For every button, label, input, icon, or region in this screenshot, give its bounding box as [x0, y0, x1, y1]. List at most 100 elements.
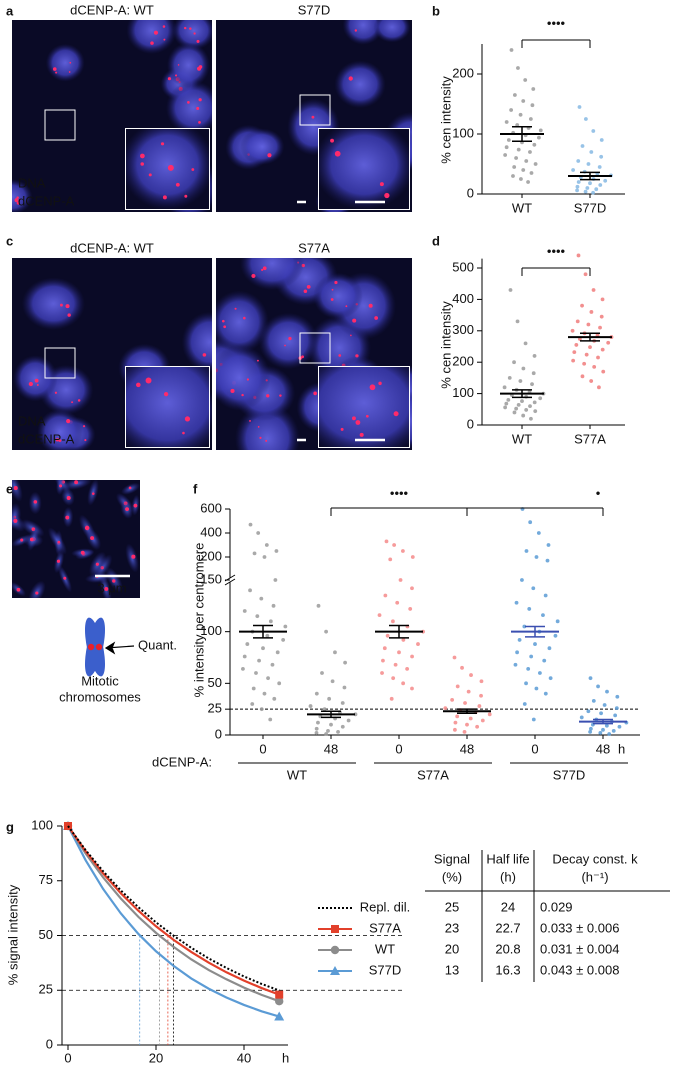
- signal: [196, 106, 200, 110]
- chromosome-spread: [86, 528, 102, 550]
- data-point: [272, 696, 277, 701]
- data-point: [526, 180, 530, 184]
- caption: chromosomes: [59, 689, 141, 704]
- data-point: [395, 600, 400, 605]
- marker: [330, 945, 340, 955]
- data-point: [324, 629, 328, 634]
- signal: [311, 115, 315, 119]
- data-point: [600, 297, 605, 302]
- x-tick-label: 48: [460, 741, 474, 756]
- signal: [330, 138, 335, 143]
- signal: [65, 515, 70, 520]
- signal: [257, 426, 260, 428]
- signal: [267, 153, 272, 158]
- image-title: S77D: [298, 2, 331, 17]
- signal: [163, 392, 169, 397]
- signal: [198, 120, 201, 124]
- data-point: [528, 150, 532, 154]
- signal: [29, 537, 34, 542]
- signal: [91, 492, 95, 495]
- data-point: [398, 578, 403, 582]
- signal: [16, 201, 20, 205]
- data-point: [405, 666, 410, 671]
- data-point: [553, 633, 558, 638]
- data-point: [586, 322, 591, 327]
- data-point: [588, 345, 592, 350]
- data-point: [591, 190, 595, 195]
- error-bar: [321, 710, 341, 719]
- y-tick-label: 200: [200, 548, 222, 563]
- signal: [262, 266, 267, 271]
- data-point: [275, 650, 280, 655]
- x-tick-label: WT: [512, 200, 532, 215]
- signal: [175, 74, 178, 77]
- data-point: [518, 112, 523, 117]
- data-point: [248, 588, 252, 593]
- panel-label: b: [432, 3, 440, 18]
- data-point: [599, 154, 604, 159]
- data-point: [592, 365, 597, 369]
- signal: [348, 76, 353, 81]
- signal: [249, 419, 251, 422]
- data-point: [576, 180, 581, 184]
- data-point: [509, 48, 514, 52]
- signal: [67, 313, 71, 317]
- data-point: [385, 633, 390, 638]
- nucleus: [240, 258, 305, 291]
- signal: [34, 378, 39, 383]
- data-point: [242, 609, 247, 613]
- signal: [20, 538, 24, 542]
- inset-frame: [318, 366, 410, 448]
- data-point: [533, 642, 537, 646]
- signal: [71, 401, 74, 404]
- nucleus-zoom: [125, 366, 210, 448]
- decay-curve: [67, 825, 280, 1018]
- signal: [313, 391, 317, 396]
- data-point: [613, 713, 618, 718]
- signal: [182, 431, 185, 435]
- signal: [262, 248, 266, 252]
- data-point: [487, 712, 492, 717]
- x-tick-label: 48: [324, 741, 338, 756]
- data-point: [255, 614, 260, 619]
- y-tick-label: 100: [200, 623, 222, 638]
- nucleus-zoom: [318, 366, 410, 448]
- signal: [191, 168, 195, 171]
- arrow-label: Quant.: [138, 637, 177, 652]
- data-point: [580, 374, 585, 379]
- legend-entry: S77A: [318, 920, 401, 935]
- signal: [14, 198, 19, 203]
- data-point: [330, 679, 335, 684]
- data-point: [382, 646, 387, 651]
- data-point: [515, 123, 520, 127]
- data-point: [580, 144, 585, 148]
- signal: [369, 384, 376, 391]
- data-point: [250, 702, 255, 706]
- data-point: [502, 385, 507, 390]
- y-tick-label: 500: [452, 259, 474, 274]
- error-bar: [389, 624, 409, 639]
- x-unit-label: h: [282, 1050, 289, 1065]
- signal: [234, 307, 237, 310]
- nucleus: [334, 60, 386, 109]
- data-point: [597, 385, 601, 390]
- signal: [331, 288, 334, 291]
- data-point: [346, 718, 351, 723]
- inset-frame: [125, 128, 210, 210]
- data-point: [516, 147, 521, 152]
- data-point: [465, 722, 469, 727]
- error-bar: [512, 389, 532, 399]
- data-point: [523, 78, 528, 82]
- signal: [136, 382, 141, 388]
- nucleus: [166, 42, 210, 89]
- data-point: [591, 129, 596, 133]
- data-point: [527, 607, 532, 611]
- signal: [112, 579, 116, 583]
- data-point: [571, 168, 576, 172]
- data-point: [521, 99, 526, 103]
- y-tick-label: 50: [208, 675, 222, 690]
- data-point: [392, 543, 397, 547]
- data-point: [531, 586, 536, 591]
- table-cell: 22.7: [495, 920, 520, 935]
